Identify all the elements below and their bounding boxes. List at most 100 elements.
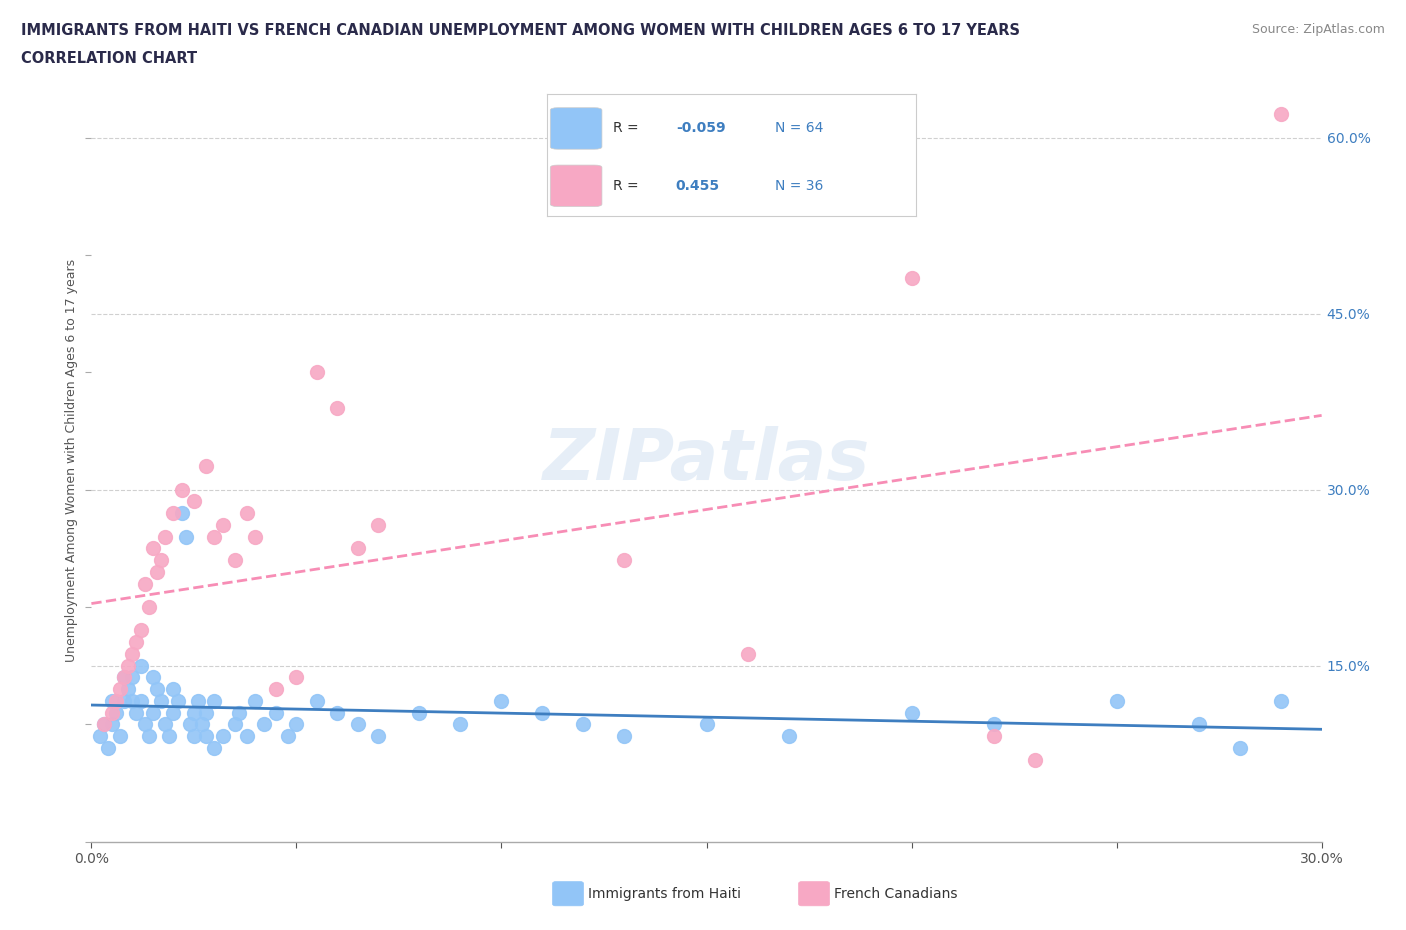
Point [157,728,180,743]
Point [1270,694,1292,709]
Point [491,694,513,709]
Point [129,623,152,638]
Text: Source: ZipAtlas.com: Source: ZipAtlas.com [1251,23,1385,36]
Point [153,717,177,732]
Point [224,717,246,732]
Point [347,717,370,732]
Point [105,705,127,720]
Point [408,705,430,720]
Point [125,635,148,650]
Point [285,670,308,684]
Point [202,694,225,709]
Point [305,365,328,379]
Point [138,728,160,743]
Point [326,705,349,720]
Point [142,670,165,684]
Point [121,694,143,709]
Point [97,740,120,755]
Point [101,705,124,720]
Point [129,658,152,673]
Point [236,728,259,743]
Point [1270,107,1292,122]
Text: IMMIGRANTS FROM HAITI VS FRENCH CANADIAN UNEMPLOYMENT AMONG WOMEN WITH CHILDREN : IMMIGRANTS FROM HAITI VS FRENCH CANADIAN… [21,23,1021,38]
Point [162,506,184,521]
Point [245,694,267,709]
Point [778,728,800,743]
Point [449,717,471,732]
Point [170,506,193,521]
Point [264,705,287,720]
Point [367,517,389,532]
Point [162,705,184,720]
Point [277,728,299,743]
Point [195,728,218,743]
Point [112,670,135,684]
Point [179,717,201,732]
Text: French Canadians: French Canadians [834,886,957,901]
Point [228,705,250,720]
Point [305,694,328,709]
Text: ZIPatlas: ZIPatlas [543,426,870,495]
Point [1187,717,1209,732]
Point [121,646,143,661]
Point [153,529,177,544]
Point [191,717,214,732]
Point [89,728,111,743]
Point [572,717,595,732]
Point [93,717,115,732]
Text: CORRELATION CHART: CORRELATION CHART [21,51,197,66]
Point [170,483,193,498]
Point [1105,694,1128,709]
Point [101,717,124,732]
Point [285,717,308,732]
Point [112,670,135,684]
Point [162,682,184,697]
Point [367,728,389,743]
Point [134,717,156,732]
Point [253,717,276,732]
Point [134,576,156,591]
Text: Immigrants from Haiti: Immigrants from Haiti [588,886,741,901]
Point [195,458,218,473]
Point [983,717,1005,732]
Point [146,565,169,579]
Point [737,646,759,661]
Point [695,717,717,732]
Point [166,694,188,709]
Point [125,705,148,720]
Point [93,717,115,732]
Point [183,705,205,720]
Point [211,517,233,532]
Point [613,728,636,743]
Point [224,552,246,567]
Point [195,705,218,720]
Point [236,506,259,521]
Point [105,694,127,709]
Point [121,670,143,684]
Point [117,682,139,697]
Point [613,552,636,567]
Point [347,541,370,556]
Point [245,529,267,544]
Point [150,694,173,709]
Point [1024,752,1046,767]
Point [983,728,1005,743]
Point [174,529,197,544]
Point [108,728,131,743]
Point [150,552,173,567]
Point [531,705,554,720]
Point [108,682,131,697]
Point [202,740,225,755]
Point [101,694,124,709]
Point [1229,740,1251,755]
Point [187,694,209,709]
Point [142,541,165,556]
Point [900,705,922,720]
Point [183,728,205,743]
Point [112,694,135,709]
Y-axis label: Unemployment Among Women with Children Ages 6 to 17 years: Unemployment Among Women with Children A… [65,259,77,662]
Point [129,694,152,709]
Point [900,271,922,286]
Point [264,682,287,697]
Point [142,705,165,720]
